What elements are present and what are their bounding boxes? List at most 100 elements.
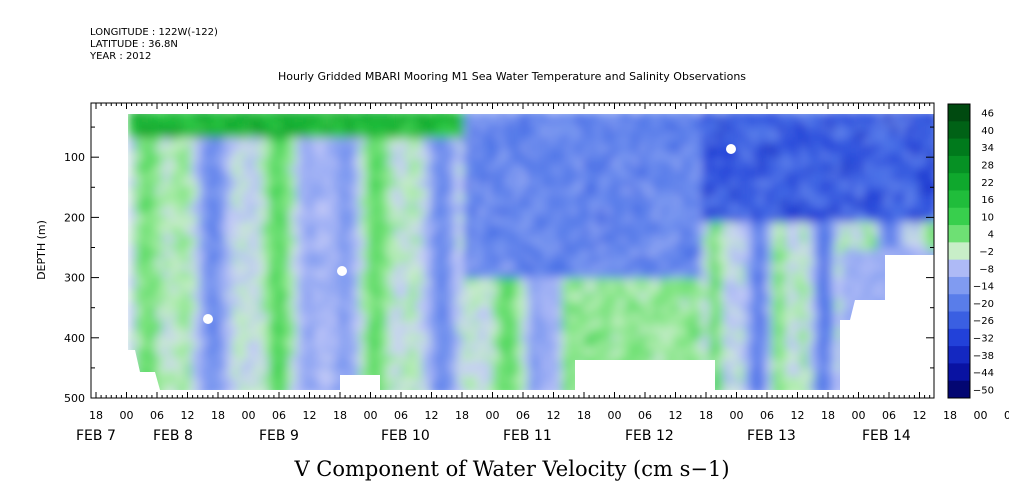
field-cell	[562, 187, 569, 194]
field-cell	[499, 236, 506, 243]
field-cell	[688, 152, 695, 159]
field-cell	[345, 124, 352, 131]
field-cell	[401, 341, 408, 348]
field-cell	[219, 369, 226, 376]
field-cell	[772, 215, 779, 222]
field-cell	[268, 152, 275, 159]
field-cell	[835, 341, 842, 348]
field-cell	[730, 187, 737, 194]
field-cell	[604, 327, 611, 334]
field-cell	[338, 348, 345, 355]
field-cell	[135, 355, 142, 362]
field-cell	[520, 313, 527, 320]
field-cell	[338, 229, 345, 236]
field-cell	[807, 173, 814, 180]
field-cell	[422, 208, 429, 215]
field-cell	[373, 355, 380, 362]
field-cell	[408, 348, 415, 355]
field-cell	[450, 355, 457, 362]
field-cell	[702, 208, 709, 215]
field-cell	[338, 131, 345, 138]
field-cell	[821, 341, 828, 348]
field-cell	[142, 341, 149, 348]
field-cell	[891, 131, 898, 138]
field-cell	[646, 299, 653, 306]
field-cell	[254, 369, 261, 376]
field-cell	[695, 292, 702, 299]
field-cell	[184, 187, 191, 194]
field-cell	[884, 194, 891, 201]
field-cell	[625, 243, 632, 250]
field-cell	[800, 285, 807, 292]
field-cell	[660, 278, 667, 285]
field-cell	[345, 173, 352, 180]
field-cell	[205, 180, 212, 187]
field-cell	[499, 215, 506, 222]
field-cell	[772, 341, 779, 348]
field-cell	[653, 187, 660, 194]
field-cell	[702, 320, 709, 327]
field-cell	[303, 194, 310, 201]
field-cell	[674, 292, 681, 299]
field-cell	[807, 166, 814, 173]
no-data-mask	[91, 103, 934, 398]
field-cell	[128, 159, 135, 166]
field-cell	[891, 229, 898, 236]
field-cell	[331, 131, 338, 138]
field-cell	[254, 313, 261, 320]
field-cell	[723, 271, 730, 278]
field-cell	[667, 292, 674, 299]
field-cell	[751, 159, 758, 166]
field-cell	[758, 383, 765, 390]
field-cell	[436, 187, 443, 194]
field-cell	[254, 341, 261, 348]
field-cell	[212, 264, 219, 271]
field-cell	[534, 208, 541, 215]
field-cell	[562, 215, 569, 222]
field-cell	[282, 145, 289, 152]
field-cell	[198, 257, 205, 264]
field-cell	[394, 348, 401, 355]
field-cell	[261, 201, 268, 208]
field-cell	[191, 194, 198, 201]
field-cell	[681, 187, 688, 194]
field-cell	[646, 341, 653, 348]
field-cell	[394, 152, 401, 159]
field-cell	[436, 131, 443, 138]
field-cell	[373, 229, 380, 236]
field-cell	[583, 208, 590, 215]
field-cell	[576, 124, 583, 131]
field-cell	[254, 278, 261, 285]
field-cell	[905, 166, 912, 173]
field-cell	[877, 250, 884, 257]
field-cell	[786, 320, 793, 327]
field-cell	[723, 376, 730, 383]
field-cell	[128, 250, 135, 257]
field-cell	[450, 257, 457, 264]
field-cell	[751, 201, 758, 208]
field-cell	[681, 173, 688, 180]
field-cell	[744, 362, 751, 369]
field-cell	[835, 278, 842, 285]
field-cell	[688, 278, 695, 285]
field-cell	[303, 299, 310, 306]
field-cell	[408, 173, 415, 180]
field-cell	[275, 124, 282, 131]
field-cell	[457, 215, 464, 222]
field-cell	[478, 131, 485, 138]
field-cell	[261, 355, 268, 362]
field-cell	[898, 159, 905, 166]
field-cell	[737, 264, 744, 271]
field-cell	[359, 229, 366, 236]
field-cell	[828, 187, 835, 194]
field-cell	[415, 278, 422, 285]
field-cell	[317, 124, 324, 131]
field-cell	[485, 341, 492, 348]
field-cell	[338, 194, 345, 201]
field-cell	[849, 306, 856, 313]
field-cell	[639, 348, 646, 355]
field-cell	[513, 257, 520, 264]
field-cell	[506, 257, 513, 264]
field-cell	[716, 145, 723, 152]
field-cell	[331, 194, 338, 201]
